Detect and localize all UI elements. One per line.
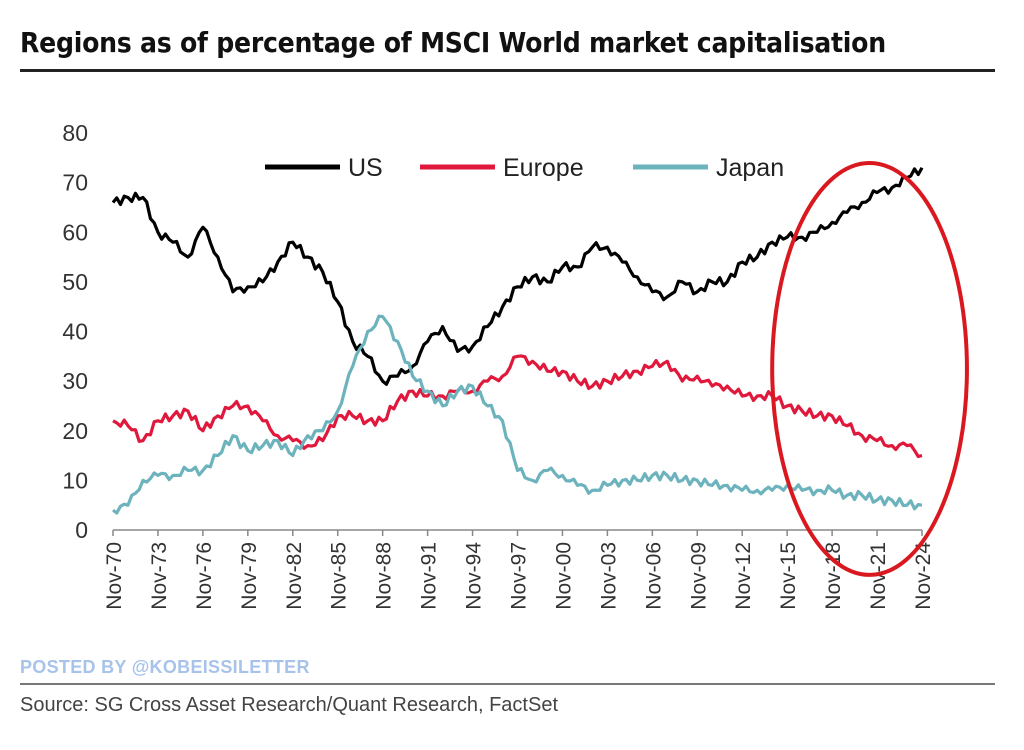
x-tick-label: Nov-94	[463, 542, 486, 610]
x-tick-label: Nov-76	[193, 542, 216, 610]
title-divider	[20, 69, 995, 72]
y-tick-label: 30	[62, 368, 88, 394]
y-tick-label: 20	[62, 418, 88, 444]
x-tick-label: Nov-15	[777, 542, 800, 610]
x-tick-label: Nov-97	[508, 542, 531, 610]
x-tick-label: Nov-79	[238, 542, 261, 610]
watermark: POSTED BY @KOBEISSILETTER	[20, 657, 310, 677]
x-tick-label: Nov-88	[373, 542, 396, 610]
y-tick-label: 60	[62, 219, 88, 245]
legend-label-us: US	[348, 154, 383, 182]
series-line-europe	[112, 354, 923, 459]
x-tick-label: Nov-91	[418, 542, 441, 610]
y-tick-label: 0	[75, 517, 88, 543]
series-line-us	[111, 166, 924, 386]
x-tick-label: Nov-03	[597, 542, 620, 610]
y-tick-label: 50	[62, 269, 88, 295]
y-tick-label: 70	[62, 170, 88, 196]
y-tick-label: 10	[62, 467, 88, 493]
legend-label-japan: Japan	[716, 154, 784, 182]
x-tick-label: Nov-06	[642, 542, 665, 610]
x-tick-label: Nov-24	[912, 542, 935, 610]
y-tick-label: 80	[62, 120, 88, 146]
legend-label-europe: Europe	[503, 154, 584, 182]
x-tick-label: Nov-70	[103, 542, 126, 610]
x-tick-label: Nov-18	[822, 542, 845, 610]
x-tick-label: Nov-73	[148, 542, 171, 610]
source-divider	[20, 683, 995, 685]
x-tick-label: Nov-82	[283, 542, 306, 610]
chart-title: Regions as of percentage of MSCI World m…	[20, 26, 886, 59]
y-tick-label: 40	[62, 319, 88, 345]
x-tick-label: Nov-12	[732, 542, 755, 610]
highlight-ellipse	[770, 161, 969, 577]
x-tick-label: Nov-09	[687, 542, 710, 610]
x-tick-label: Nov-85	[328, 542, 351, 610]
x-tick-label: Nov-00	[552, 542, 575, 610]
source-note: Source: SG Cross Asset Research/Quant Re…	[20, 694, 559, 716]
series-line-japan	[112, 314, 923, 515]
